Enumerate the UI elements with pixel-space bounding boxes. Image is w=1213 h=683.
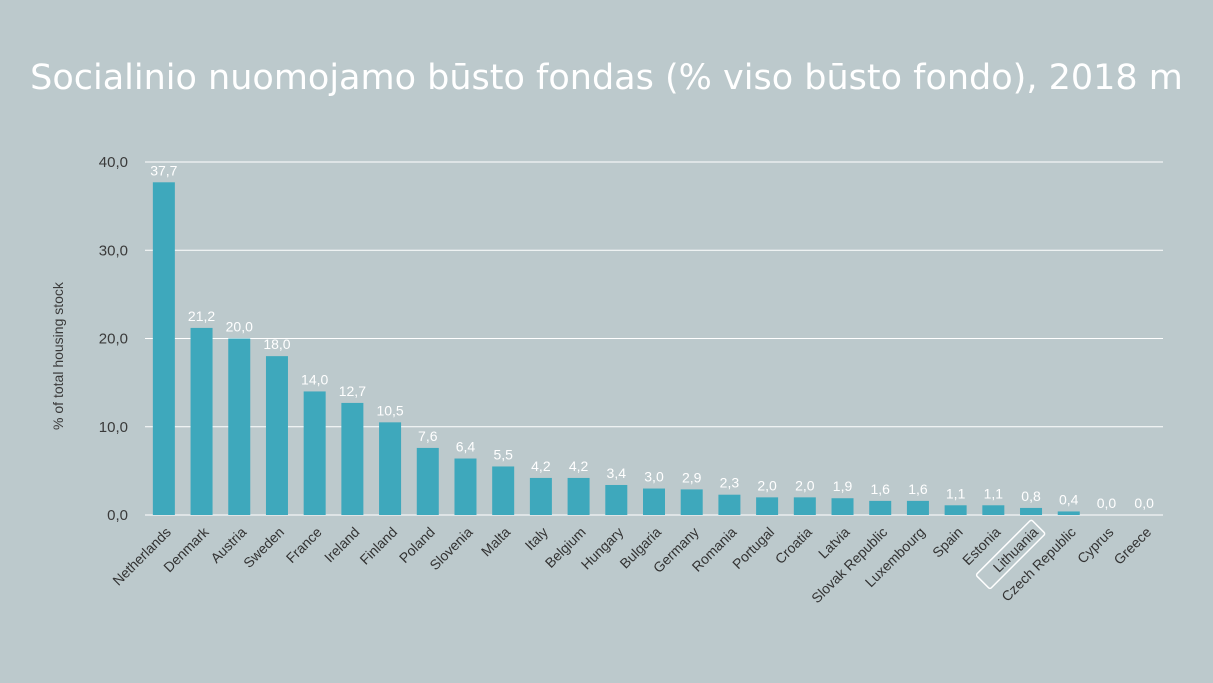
category-label: Malta bbox=[478, 524, 514, 560]
category-label-group: France bbox=[283, 524, 325, 566]
category-label-group: Ireland bbox=[321, 524, 363, 566]
category-label: Greece bbox=[1110, 524, 1154, 568]
bar bbox=[190, 327, 213, 515]
value-label: 1,1 bbox=[946, 485, 966, 501]
bar bbox=[152, 182, 175, 516]
bar bbox=[1057, 511, 1080, 515]
category-label-group: Sweden bbox=[240, 524, 287, 571]
value-label: 1,6 bbox=[908, 481, 928, 497]
value-label: 21,2 bbox=[188, 308, 215, 324]
value-label: 3,4 bbox=[607, 465, 627, 481]
bar bbox=[341, 402, 364, 515]
chart-title: Socialinio nuomojamo būsto fondas (% vis… bbox=[30, 58, 1183, 98]
bar bbox=[416, 447, 439, 515]
bar bbox=[718, 494, 741, 515]
category-label: Portugal bbox=[729, 524, 777, 572]
bar bbox=[944, 505, 967, 515]
value-label: 0,4 bbox=[1059, 491, 1079, 507]
bar bbox=[228, 338, 251, 515]
category-label-group: Italy bbox=[522, 524, 551, 553]
category-label: France bbox=[283, 524, 325, 566]
bar bbox=[680, 489, 703, 515]
y-axis-label: % of total housing stock bbox=[50, 281, 66, 430]
value-labels: 37,7 21,2 20,0 18,0 14,0 12,7 10,5 7,6 6,4 5,5 4,2… bbox=[150, 162, 1154, 511]
value-label: 12,7 bbox=[339, 383, 366, 399]
value-label: 10,5 bbox=[376, 402, 403, 418]
value-label: 1,1 bbox=[984, 485, 1004, 501]
gridlines bbox=[145, 161, 1163, 516]
category-label-group: Greece bbox=[1110, 524, 1154, 568]
bar bbox=[643, 488, 665, 515]
category-label: Cyprus bbox=[1074, 524, 1117, 567]
value-label: 3,0 bbox=[644, 469, 664, 485]
bar bbox=[869, 500, 892, 515]
bar bbox=[492, 466, 515, 515]
category-label-group: Croatia bbox=[772, 524, 815, 567]
value-label: 1,6 bbox=[870, 481, 890, 497]
value-label: 5,5 bbox=[493, 446, 513, 462]
bar bbox=[831, 498, 854, 515]
category-label-group: Netherlands bbox=[109, 524, 174, 589]
bar bbox=[265, 356, 288, 515]
value-label: 0,0 bbox=[1097, 495, 1117, 511]
y-tick-label: 0,0 bbox=[107, 507, 128, 524]
category-labels: NetherlandsDenmarkAustriaSwedenFranceIre… bbox=[109, 519, 1154, 606]
y-tick-label: 40,0 bbox=[99, 154, 128, 171]
value-label: 6,4 bbox=[456, 439, 476, 455]
category-label-group: Cyprus bbox=[1074, 524, 1117, 567]
bar bbox=[906, 500, 929, 515]
category-label-group: Malta bbox=[478, 524, 514, 560]
bar bbox=[303, 391, 326, 515]
category-label: Croatia bbox=[772, 524, 815, 567]
y-tick-label: 30,0 bbox=[99, 242, 128, 259]
bar bbox=[605, 484, 628, 515]
category-label: Netherlands bbox=[109, 524, 174, 589]
bar bbox=[454, 458, 477, 515]
category-label: Finland bbox=[356, 524, 400, 568]
value-label: 4,2 bbox=[569, 458, 589, 474]
value-label: 2,0 bbox=[795, 477, 815, 493]
value-label: 18,0 bbox=[263, 336, 290, 352]
value-label: 2,9 bbox=[682, 469, 702, 485]
category-label: Sweden bbox=[240, 524, 287, 571]
category-label: Ireland bbox=[321, 524, 363, 566]
bar bbox=[1020, 507, 1043, 515]
value-label: 0,8 bbox=[1021, 488, 1041, 504]
bar bbox=[756, 497, 779, 515]
value-label: 0,0 bbox=[1134, 495, 1154, 511]
category-label-group: Finland bbox=[356, 524, 400, 568]
y-tick-label: 10,0 bbox=[99, 419, 128, 436]
value-label: 14,0 bbox=[301, 371, 328, 387]
bars bbox=[152, 182, 1080, 516]
bar bbox=[982, 505, 1005, 515]
value-label: 2,0 bbox=[757, 477, 777, 493]
value-label: 7,6 bbox=[418, 428, 438, 444]
bar bbox=[567, 477, 590, 515]
bar bbox=[379, 422, 402, 515]
value-label: 4,2 bbox=[531, 458, 551, 474]
y-tick-label: 20,0 bbox=[99, 331, 128, 348]
category-label: Hungary bbox=[578, 524, 627, 573]
value-label: 20,0 bbox=[226, 319, 253, 335]
y-axis-ticks: 0,0 10,0 20,0 30,0 40,0 bbox=[99, 154, 128, 524]
value-label: 1,9 bbox=[833, 478, 853, 494]
value-label: 37,7 bbox=[150, 162, 177, 178]
category-label-group: Portugal bbox=[729, 524, 777, 572]
bar bbox=[529, 477, 552, 515]
category-label-group: Hungary bbox=[578, 524, 627, 573]
category-label: Italy bbox=[522, 524, 551, 553]
highlight-box bbox=[975, 519, 1046, 590]
bar bbox=[793, 497, 816, 515]
value-label: 2,3 bbox=[720, 475, 740, 491]
